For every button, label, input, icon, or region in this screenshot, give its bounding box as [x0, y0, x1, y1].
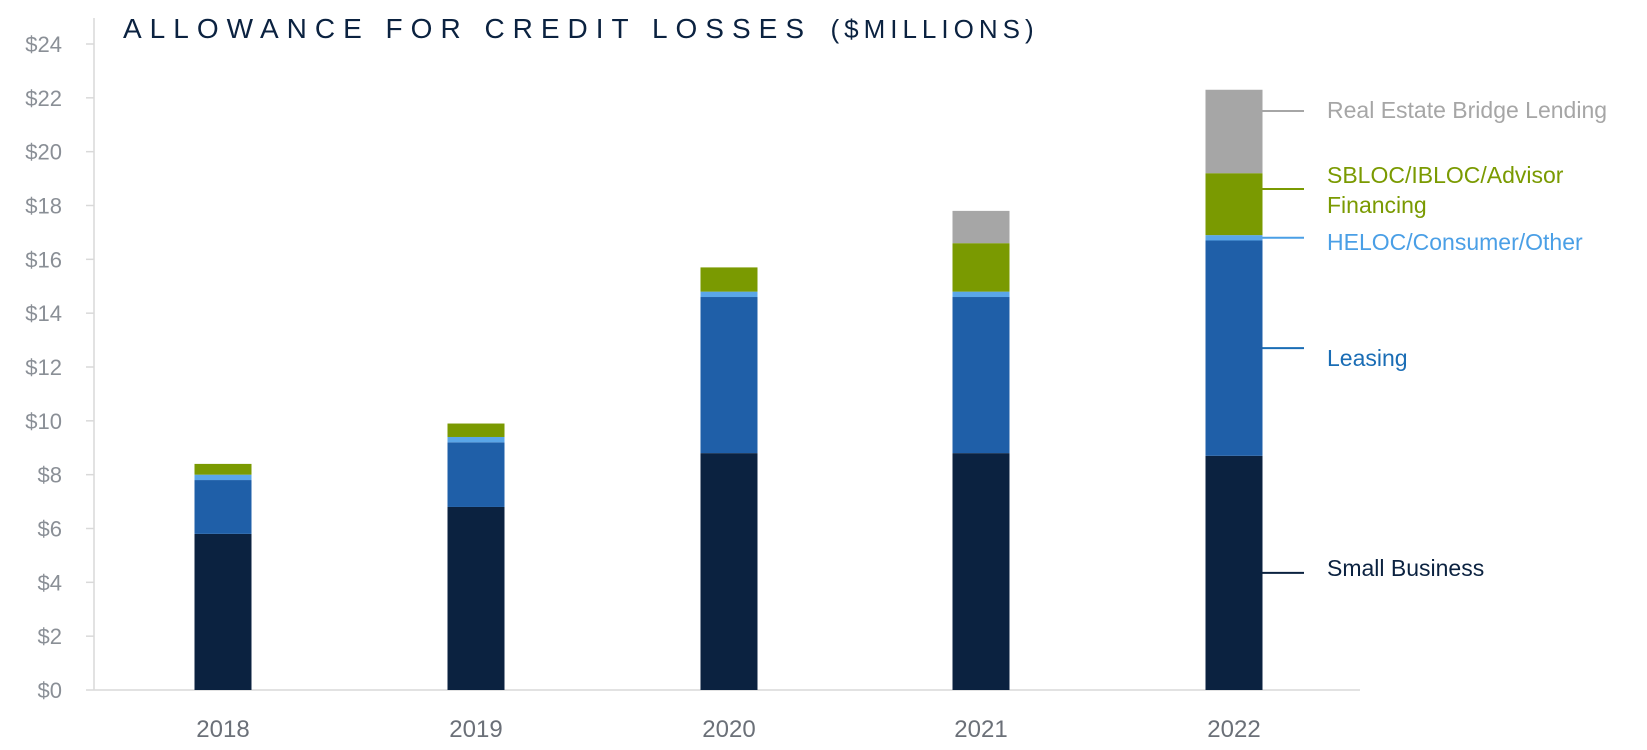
- bar-segment: [194, 533, 252, 690]
- bar-segment: [447, 436, 505, 443]
- legend-label: HELOC/Consumer/Other: [1327, 229, 1583, 255]
- y-tick-label: $12: [25, 355, 62, 380]
- x-axis-ticks: 2018 2019 2020 2021 2022: [196, 716, 1260, 743]
- bar-segment: [952, 243, 1010, 292]
- y-tick-label: $22: [25, 86, 62, 111]
- legend-label: Real Estate Bridge Lending: [1327, 97, 1607, 123]
- legend-label: Small Business: [1327, 555, 1484, 581]
- bar-segment: [952, 291, 1010, 298]
- y-tick-label: $16: [25, 247, 62, 272]
- x-tick-label: 2019: [449, 716, 502, 743]
- legend-label: SBLOC/IBLOC/Advisor Financing: [1327, 162, 1564, 218]
- x-tick-label: 2022: [1207, 716, 1260, 743]
- bar-segment: [952, 210, 1010, 244]
- y-tick-label: $20: [25, 140, 62, 165]
- chart-title-main: ALLOWANCE FOR CREDIT LOSSES: [123, 13, 812, 44]
- y-axis-ticks: $0 $2 $4 $6 $8 $10 $12 $14 $16 $18 $20 $22 $24: [25, 32, 94, 703]
- bar-segment: [952, 453, 1010, 690]
- bar-segment: [700, 291, 758, 298]
- bar-segment: [1205, 455, 1263, 690]
- bar-segment: [194, 480, 252, 534]
- y-tick-label: $18: [25, 194, 62, 219]
- chart-title: ALLOWANCE FOR CREDIT LOSSES ($MILLIONS): [123, 13, 1039, 44]
- bar-segment: [194, 463, 252, 475]
- bar-segment: [1205, 173, 1263, 236]
- bar-segment: [447, 423, 505, 437]
- y-tick-label: $6: [38, 517, 62, 542]
- y-tick-label: $14: [25, 301, 62, 326]
- bar-segment: [447, 442, 505, 507]
- bar-segment: [700, 267, 758, 292]
- y-tick-label: $10: [25, 409, 62, 434]
- y-tick-label: $4: [38, 570, 62, 595]
- y-tick-label: $0: [38, 678, 62, 703]
- legend-label: Leasing: [1327, 345, 1408, 371]
- x-tick-label: 2018: [196, 716, 249, 743]
- y-tick-label: $2: [38, 624, 62, 649]
- bar-segment: [1205, 89, 1263, 174]
- bar-segment: [1205, 235, 1263, 241]
- bars: [194, 89, 1263, 690]
- y-tick-label: $8: [38, 463, 62, 488]
- bar-segment: [447, 506, 505, 690]
- bar-segment: [700, 297, 758, 454]
- bar-segment: [1205, 240, 1263, 456]
- x-tick-label: 2021: [954, 716, 1007, 743]
- chart-title-subtitle: ($MILLIONS): [830, 14, 1038, 44]
- x-tick-label: 2020: [702, 716, 755, 743]
- legend: Small Business Leasing HELOC/Consumer/Othe…: [1262, 97, 1607, 581]
- bar-segment: [194, 474, 252, 481]
- bar-segment: [952, 297, 1010, 454]
- bar-segment: [700, 453, 758, 690]
- y-tick-label: $24: [25, 32, 62, 57]
